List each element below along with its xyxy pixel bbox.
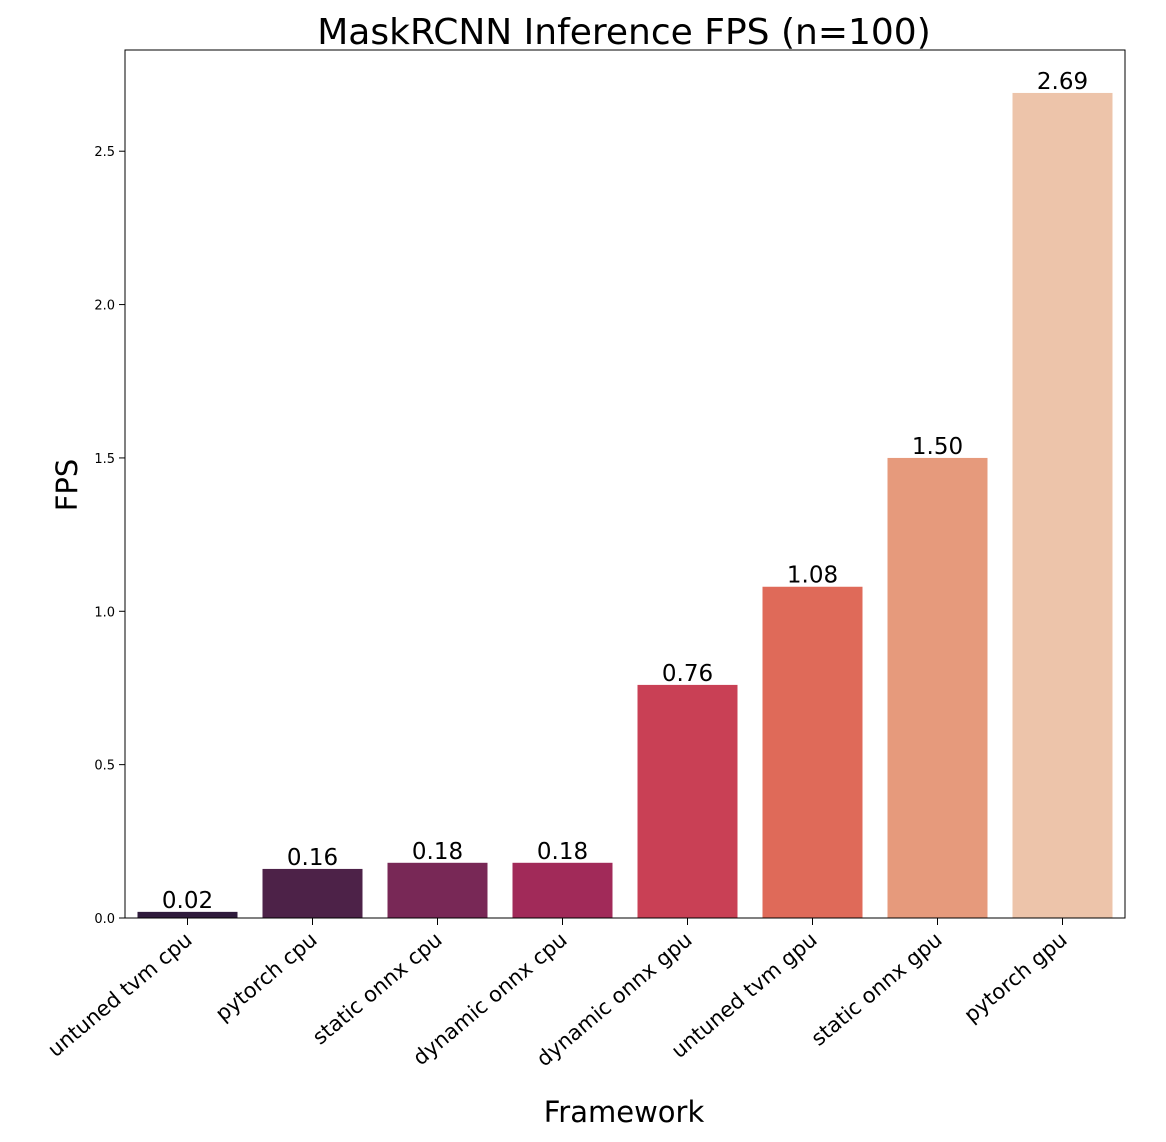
x-tick-label: pytorch cpu [211,927,322,1026]
y-tick-label: 1.5 [94,452,115,467]
x-axis-label: Framework [544,1095,705,1129]
x-tick-label: untuned tvm cpu [43,927,197,1061]
data-label: 2.69 [1037,69,1088,95]
bar [137,911,238,918]
axes-frame [124,49,1126,919]
bar [762,586,863,918]
data-label: 0.76 [662,661,713,687]
bar [1012,92,1113,918]
x-tick-label: static onnx cpu [308,927,447,1049]
x-tick-label: pytorch gpu [959,927,1071,1027]
data-label: 1.50 [912,434,963,460]
data-label: 0.18 [412,839,463,865]
data-label: 0.18 [537,839,588,865]
bar [887,457,988,918]
plot-area: 0.02 untuned tvm cpu 0.16 pytorch cpu 0.18 st… [43,49,1126,1071]
y-tick-label: 0.5 [94,759,115,774]
y-tick-label: 2.5 [94,145,115,160]
chart-title: MaskRCNN Inference FPS (n=100) [317,12,931,53]
bar [512,862,613,918]
x-tick-label: static onnx gpu [807,927,947,1050]
y-tick-label: 1.0 [94,605,115,620]
data-label: 0.16 [287,845,338,871]
y-tick-label: 0.0 [94,912,115,927]
data-label: 0.02 [162,888,213,914]
y-tick-label: 2.0 [94,299,115,314]
bar [262,868,363,918]
y-axis-label: FPS [50,459,84,512]
bar [637,684,738,918]
bar [387,862,488,918]
data-label: 1.08 [787,563,838,589]
